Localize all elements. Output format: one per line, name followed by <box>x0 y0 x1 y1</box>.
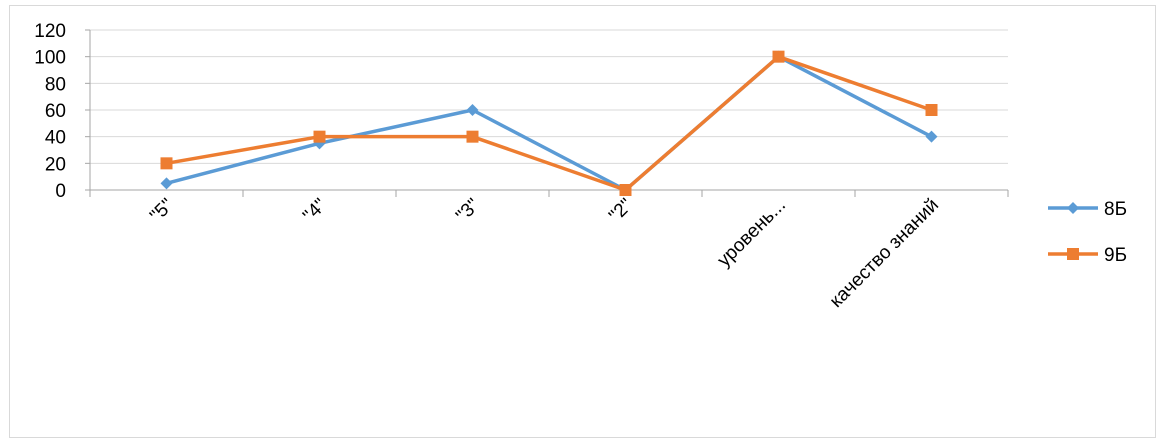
y-tick-label: 20 <box>45 154 66 175</box>
legend-marker <box>1067 248 1079 260</box>
y-tick-label: 120 <box>34 21 66 42</box>
gridlines <box>90 29 1008 164</box>
x-tick-label: "4" <box>299 195 331 227</box>
x-tick-label: "5" <box>146 195 178 227</box>
data-point <box>466 130 479 143</box>
chart-frame <box>9 5 1156 438</box>
legend-label: 9Б <box>1104 245 1127 266</box>
data-point <box>466 104 479 116</box>
legend: 8Б 9Б <box>1048 199 1127 266</box>
x-tick-label: "2" <box>605 195 637 227</box>
y-tick-label: 100 <box>34 48 66 69</box>
series-line-8Б <box>166 54 933 192</box>
data-point <box>160 177 173 190</box>
data-point <box>160 157 173 170</box>
series-group <box>160 50 938 196</box>
x-tick-label: качество знаний <box>826 195 943 312</box>
legend-label: 8Б <box>1104 199 1127 220</box>
y-tick-label: 60 <box>45 101 66 122</box>
x-tick-label: уровень... <box>714 195 790 271</box>
data-point <box>925 104 938 116</box>
x-axis-ticks: "5" "4" "3" "2" уровень... качество знаний <box>89 190 1009 312</box>
data-point <box>925 130 938 143</box>
y-tick-label: 0 <box>55 181 66 202</box>
data-point <box>619 184 632 196</box>
y-axis-ticks: 0 20 40 60 80 100 120 <box>34 21 90 202</box>
x-tick-label: "3" <box>452 195 484 227</box>
legend-marker <box>1067 202 1079 214</box>
y-tick-label: 80 <box>45 74 66 95</box>
series-line-9Б <box>166 54 933 192</box>
data-point <box>313 130 326 143</box>
data-point <box>772 50 785 63</box>
y-tick-label: 40 <box>45 128 66 149</box>
